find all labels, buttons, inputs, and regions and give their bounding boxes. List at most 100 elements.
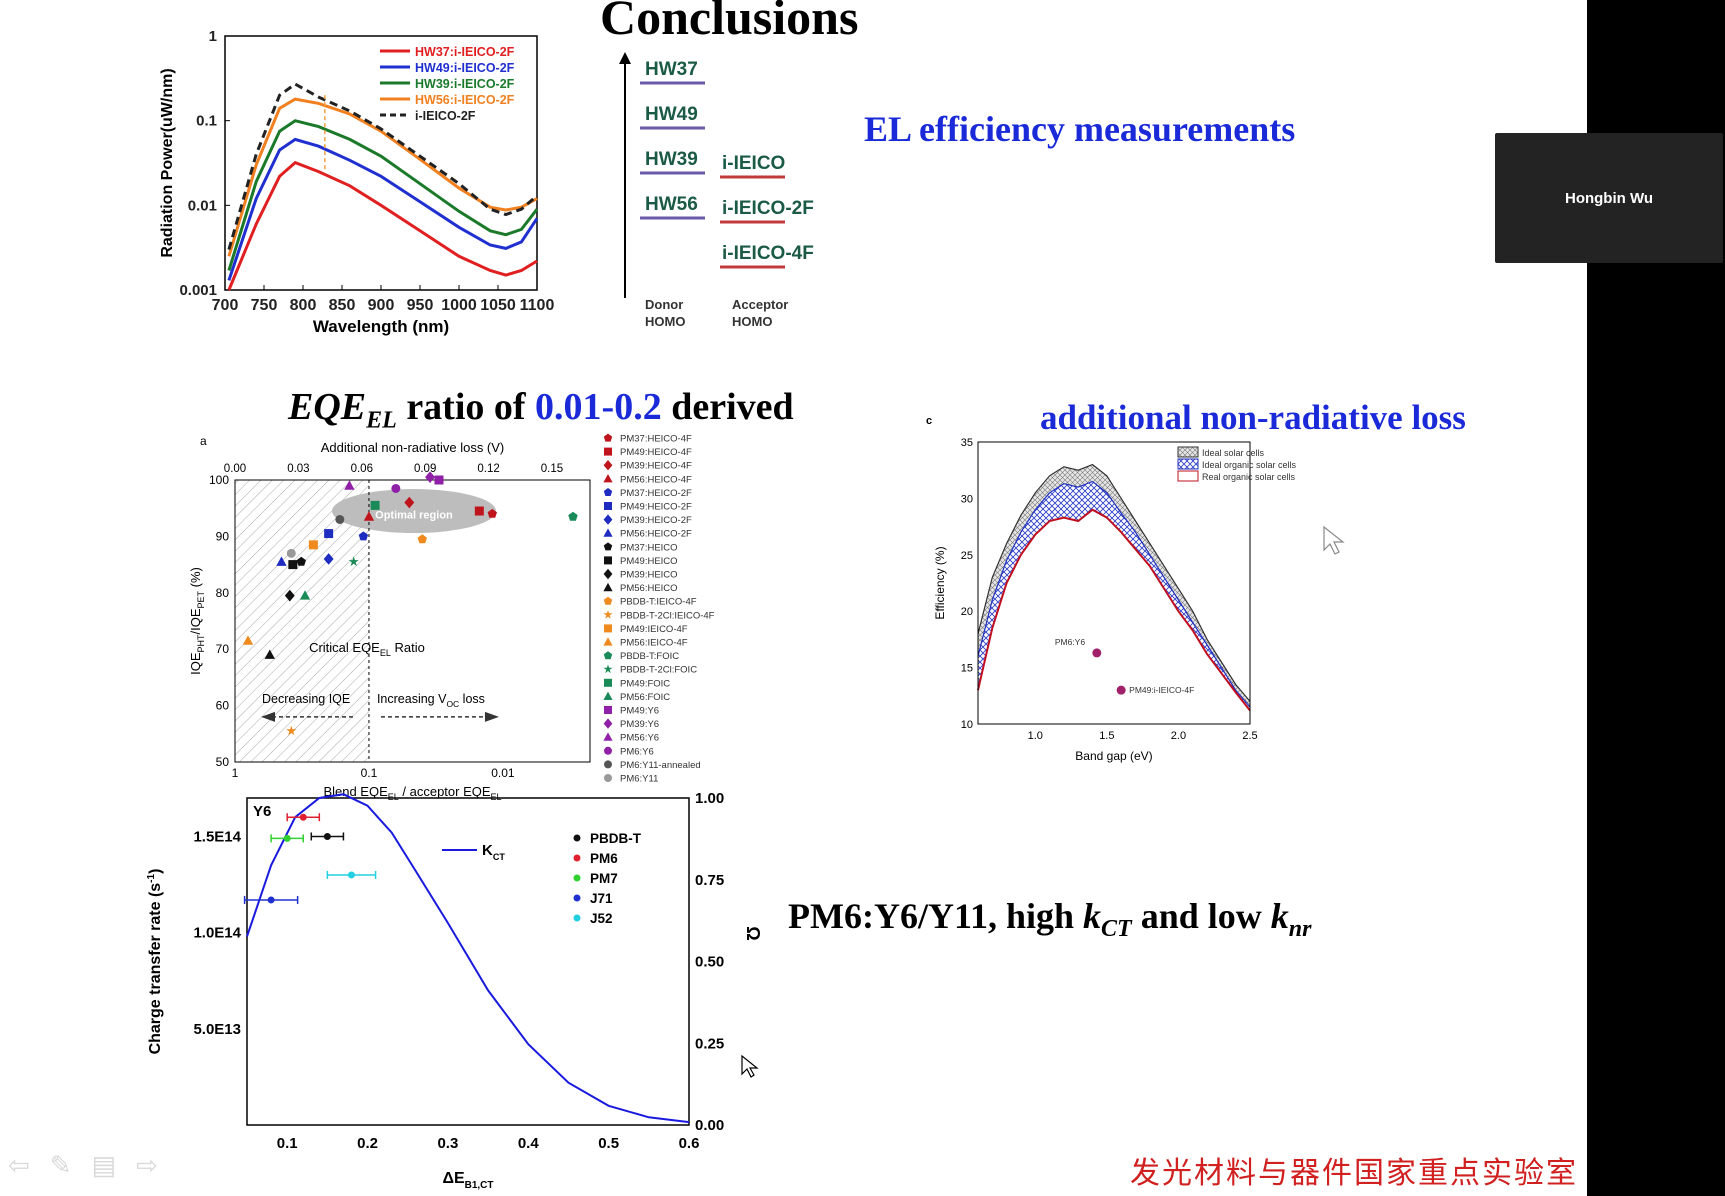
legend-label: Real organic solar cells	[1202, 472, 1296, 482]
legend-label: PM7	[590, 871, 618, 886]
legend-label: PM37:HEICO-4F	[620, 434, 692, 445]
legend-marker	[603, 568, 613, 580]
legend-label: PM39:HEICO-2F	[620, 515, 692, 526]
x-tick-label: 1000	[441, 297, 477, 314]
slide-title: Conclusions	[600, 0, 859, 45]
x-tick-label: 1.5	[1099, 730, 1114, 742]
y-tick-label: 30	[961, 493, 973, 505]
pen-icon[interactable]: ✎	[49, 1150, 72, 1180]
legend-label: PM49:HEICO-4F	[620, 447, 692, 458]
optimal-region	[331, 489, 496, 534]
x-tick-label: 0.2	[357, 1135, 378, 1152]
y-tick-label: 20	[961, 606, 973, 618]
y-axis-label: Radiation Power(uW/nm)	[159, 68, 176, 257]
data-point	[242, 635, 254, 645]
legend-label: PM56:HEICO-4F	[620, 474, 692, 485]
y-axis-label: Charge transfer rate (s-1)	[146, 869, 164, 1055]
eqe-ratio-heading: EQEEL ratio of 0.01-0.2 derived	[288, 385, 794, 435]
decreasing-arrow-head	[261, 711, 275, 722]
x-axis-sub: B1,CT	[465, 1180, 494, 1191]
menu-icon[interactable]: ▤	[91, 1150, 117, 1180]
data-point	[434, 475, 444, 485]
y-axis-label: Efficiency (%)	[933, 546, 947, 619]
legend-marker	[573, 914, 581, 922]
eqe-range: 0.01-0.2	[535, 386, 662, 428]
legend-marker	[573, 874, 581, 882]
knr-symbol: k	[1270, 896, 1289, 936]
donor-label: HW56	[645, 194, 698, 215]
data-point	[308, 540, 318, 550]
iqe-ratio-chart: Optimal region 50 60 70 80 90 100 1 0.1 0.01 0.00 0…	[188, 434, 715, 803]
legend-label: HW56:i-IEICO-2F	[415, 93, 515, 107]
data-point	[363, 511, 375, 521]
real-organic-line	[977, 508, 1251, 712]
data-point	[348, 556, 359, 567]
data-point	[404, 496, 415, 509]
x-tick-label: 0.6	[679, 1135, 700, 1152]
donor-axis-label: Donor	[645, 297, 683, 312]
data-point	[358, 531, 369, 541]
x-tick-label: 0.1	[277, 1135, 298, 1152]
y-tick-label: 0.1	[196, 113, 217, 130]
eqe-subscript: EL	[366, 407, 397, 434]
donor-label: HW49	[645, 104, 698, 125]
y-mid: /IQE	[188, 608, 203, 634]
legend-label: PM56:Y6	[620, 733, 659, 744]
x-tick-label: 950	[407, 297, 434, 314]
legend-marker	[603, 691, 613, 700]
next-arrow-icon[interactable]: ⇨	[136, 1150, 158, 1180]
donor-label: HW39	[645, 149, 698, 170]
data-point	[344, 480, 355, 490]
legend-marker	[603, 596, 613, 605]
legend-label: PM6	[590, 851, 618, 866]
series-line-3	[227, 97, 538, 257]
right-tick-label: 0.25	[695, 1035, 724, 1052]
y-tick-label: 25	[961, 550, 973, 562]
y-tick-label: 1.0E14	[193, 925, 241, 942]
legend-marker	[603, 514, 613, 525]
plot-frame	[246, 797, 690, 1126]
acceptor-axis-label: Acceptor	[732, 297, 788, 312]
series-line-1	[227, 137, 539, 281]
data-point	[417, 534, 427, 544]
legend-marker	[603, 488, 613, 496]
prev-arrow-icon[interactable]: ⇦	[8, 1150, 30, 1180]
legend-marker	[604, 774, 612, 782]
data-point	[391, 483, 401, 493]
pm6-prefix: PM6:Y6/Y11, high	[788, 896, 1084, 936]
increasing-arrow-head	[484, 711, 499, 722]
x-axis-sub2: EL	[491, 792, 502, 802]
ideal-organic-line	[977, 480, 1251, 708]
y-sub1: PHT	[196, 634, 206, 653]
data-point	[284, 589, 295, 602]
legend-label: PM49:Y6	[620, 706, 659, 717]
data-point	[288, 560, 298, 570]
right-axis-label: Ω	[743, 926, 763, 940]
legend-label: Ideal solar cells	[1202, 448, 1265, 458]
data-point	[370, 500, 380, 510]
acceptor-label: i-IEICO	[722, 153, 785, 174]
participant-video-tile[interactable]: Hongbin Wu	[1495, 133, 1723, 263]
x-tick-label: 700	[212, 297, 239, 314]
legend-marker	[603, 460, 613, 471]
series-line-0	[227, 160, 538, 291]
legend-label: PM6:Y6	[620, 746, 654, 757]
data-point	[487, 508, 497, 518]
top-tick-label: 0.09	[414, 463, 436, 475]
increasing-voc-label: Increasing VOC loss	[377, 692, 485, 709]
legend-marker	[603, 664, 613, 674]
data-point	[276, 556, 287, 566]
y-tick-label: 0.001	[179, 282, 217, 299]
legend-label: PBDB-T-2Cl:IEICO-4F	[620, 610, 715, 621]
panel-label: Y6	[253, 803, 271, 820]
pm6-mid: and low	[1131, 896, 1271, 936]
right-tick-label: 1.00	[695, 790, 724, 807]
donor-axis-label: HOMO	[645, 314, 685, 329]
x-tick-label: 750	[251, 297, 278, 314]
legend-marker	[573, 854, 581, 862]
acceptor-label: i-IEICO-4F	[722, 243, 814, 264]
series-line-2	[227, 119, 539, 271]
point-label: PM49:i-IEICO-4F	[1129, 685, 1194, 695]
charge-transfer-chart: 0.1 0.2 0.3 0.4 0.5 0.6 5.0E13 1.0E14 1.5E14 0.00…	[146, 790, 763, 1191]
y-axis-sup: -1	[146, 873, 157, 882]
